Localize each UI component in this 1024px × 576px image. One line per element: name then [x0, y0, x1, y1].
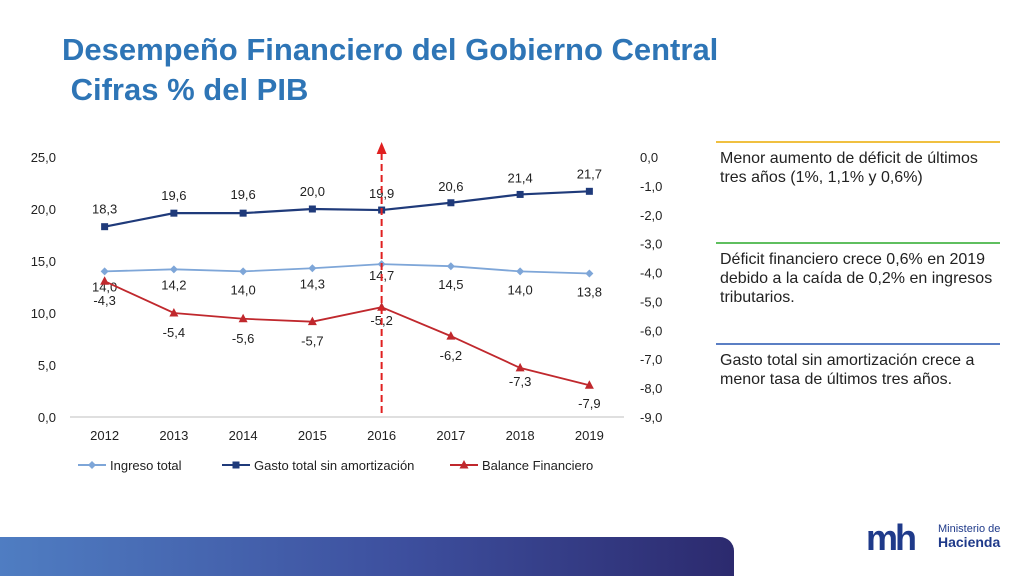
data-point-marker — [238, 313, 248, 323]
y-left-tick-label: 25,0 — [31, 150, 56, 165]
data-point-marker — [446, 331, 456, 340]
data-label: 14,0 — [507, 282, 532, 297]
data-label: 19,6 — [230, 187, 255, 202]
legend-marker — [232, 461, 240, 469]
legend-label: Gasto total sin amortización — [254, 458, 414, 473]
fiscal-performance-chart: 0,0 5,0 10,0 15,0 20,0 25,0 -9,0 -8,0 -7,0 -6,0 -5… — [31, 142, 662, 473]
data-label: 19,9 — [369, 186, 394, 201]
x-tick-label: 2019 — [575, 428, 604, 443]
note-total-expense: Gasto total sin amortización crece a men… — [716, 343, 1000, 389]
data-label: 20,0 — [300, 184, 325, 199]
data-point-marker — [100, 267, 109, 276]
data-point-marker — [169, 308, 179, 317]
data-label: 13,8 — [577, 284, 602, 299]
y-right-tick-label: -8,0 — [640, 381, 662, 396]
data-point-marker — [169, 265, 178, 274]
y-left-tick-label: 0,0 — [38, 410, 56, 425]
ministerio-hacienda-logo: mh Ministerio de Hacienda — [866, 508, 1006, 556]
series-line — [104, 263, 590, 275]
data-point-marker — [585, 187, 593, 195]
data-label: -4,3 — [93, 293, 115, 308]
legend-marker — [459, 460, 469, 469]
y-right-tick-label: -1,0 — [640, 179, 662, 194]
data-label: 19,6 — [161, 188, 186, 203]
slide-title: Desempeño Financiero del Gobierno Centra… — [62, 30, 718, 110]
note-divider — [716, 242, 1000, 244]
data-label: 18,3 — [92, 202, 117, 217]
title-line-1: Desempeño Financiero del Gobierno Centra… — [62, 32, 719, 67]
highlight-arrow-head — [376, 142, 387, 154]
logo-wordmark: Ministerio de Hacienda — [938, 523, 1000, 549]
y-left-tick-label: 20,0 — [31, 202, 56, 217]
data-label: -5,6 — [232, 331, 254, 346]
data-point-marker — [516, 267, 525, 276]
logo-line-1: Ministerio de — [938, 523, 1001, 535]
x-tick-label: 2015 — [298, 428, 327, 443]
x-tick-label: 2012 — [90, 428, 119, 443]
x-tick-label: 2017 — [436, 428, 465, 443]
note-financial-deficit: Déficit financiero crece 0,6% en 2019 de… — [716, 242, 1000, 307]
y-left-tick-label: 5,0 — [38, 358, 56, 373]
note-divider — [716, 141, 1000, 143]
note-text: Gasto total sin amortización crece a men… — [720, 352, 975, 388]
footer-gradient-bar — [0, 537, 734, 576]
note-deficit-trend: Menor aumento de déficit de últimos tres… — [716, 141, 1000, 187]
data-label: 14,3 — [300, 276, 325, 291]
note-divider — [716, 343, 1000, 345]
data-point-marker — [515, 362, 525, 372]
data-label: -6,2 — [440, 348, 462, 363]
y-right-tick-label: -4,0 — [640, 266, 662, 281]
y-right-tick-label: 0,0 — [640, 150, 658, 165]
x-tick-label: 2014 — [229, 428, 258, 443]
data-label: -7,3 — [509, 374, 531, 389]
data-point-marker — [308, 205, 316, 213]
legend-label: Ingreso total — [110, 458, 182, 473]
data-point-marker — [101, 223, 109, 231]
y-right-tick-label: -5,0 — [640, 294, 662, 309]
data-point-marker — [585, 269, 594, 278]
data-point-marker — [308, 264, 317, 273]
data-label: -7,9 — [578, 396, 600, 411]
note-text: Déficit financiero crece 0,6% en 2019 de… — [720, 251, 993, 306]
series-line — [104, 280, 590, 387]
data-label: 21,4 — [507, 170, 532, 185]
data-point-marker — [377, 302, 387, 311]
data-point-marker — [307, 316, 317, 326]
data-point-marker — [447, 199, 455, 207]
data-point-marker — [239, 209, 247, 217]
data-point-marker — [584, 380, 594, 389]
y-left-tick-label: 10,0 — [31, 306, 56, 321]
y-right-tick-label: -9,0 — [640, 410, 662, 425]
series-line — [104, 190, 590, 228]
title-line-2: Cifras % del PIB — [62, 72, 309, 107]
logo-line-2: Hacienda — [938, 534, 1001, 550]
data-point-marker — [446, 262, 455, 271]
legend-marker — [88, 461, 96, 469]
data-label: 14,0 — [230, 282, 255, 297]
y-right-tick-label: -2,0 — [640, 208, 662, 223]
data-label: -5,7 — [301, 334, 323, 349]
x-tick-label: 2013 — [159, 428, 188, 443]
data-point-marker — [516, 190, 524, 198]
mh-logo-mark: mh — [866, 517, 917, 558]
data-label: 21,7 — [577, 166, 602, 181]
data-point-marker — [100, 276, 110, 285]
y-right-tick-label: -3,0 — [640, 237, 662, 252]
data-label: 14,2 — [161, 277, 186, 292]
data-label: 14,5 — [438, 277, 463, 292]
data-point-marker — [170, 209, 178, 217]
legend-label: Balance Financiero — [482, 458, 593, 473]
data-label: -5,4 — [163, 325, 185, 340]
data-point-marker — [239, 267, 248, 276]
x-tick-label: 2018 — [506, 428, 535, 443]
y-right-tick-label: -6,0 — [640, 323, 662, 338]
note-text: Menor aumento de déficit de últimos tres… — [720, 150, 978, 186]
x-tick-label: 2016 — [367, 428, 396, 443]
y-left-tick-label: 15,0 — [31, 254, 56, 269]
y-right-tick-label: -7,0 — [640, 352, 662, 367]
data-label: 20,6 — [438, 179, 463, 194]
